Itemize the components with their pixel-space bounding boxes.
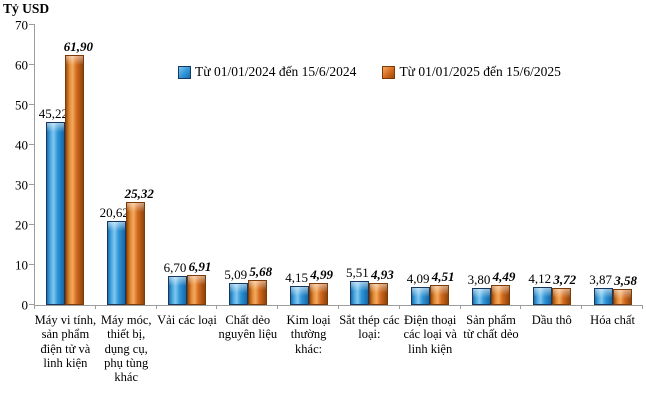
plot-area: 0 10 20 30 40 50 60 70 45,22 61,90 Máy vi tính, s… xyxy=(15,19,643,384)
value-label-2025: 3,72 xyxy=(553,272,577,288)
bar-2025 xyxy=(551,288,571,305)
value-label-2025: 5,68 xyxy=(249,264,273,280)
bar-2024 xyxy=(593,287,613,305)
bar-group: 3,80 4,49 Sản phẩm từ chất dẻo xyxy=(461,25,522,341)
bar-group: 20,62 25,32 Máy móc, thiết bị, dụng cụ, ph… xyxy=(96,25,157,384)
value-label-2025: 4,51 xyxy=(431,268,455,284)
bar-2024 xyxy=(228,282,248,305)
bar-2024 xyxy=(471,287,491,305)
legend-marker-2025-icon xyxy=(382,65,396,79)
value-label-2024: 5,09 xyxy=(224,266,248,282)
value-label-2024: 3,87 xyxy=(589,271,612,287)
y-axis-tick xyxy=(29,264,35,265)
category-label: Máy vi tính, sản phẩm điện tử và linh ki… xyxy=(34,313,97,370)
y-axis-tick xyxy=(29,184,35,185)
value-label-2024: 3,80 xyxy=(467,271,491,287)
y-axis-tick-label: 50 xyxy=(15,97,28,113)
legend-item-2024: Từ 01/01/2024 đến 15/6/2024 xyxy=(178,64,356,80)
category-label: Sắt thép các loại: xyxy=(339,313,400,342)
bar-2024 xyxy=(532,286,552,305)
y-axis-tick xyxy=(29,144,35,145)
bar-group: 4,15 4,99 Kim loại thường khác: xyxy=(278,25,339,355)
bar-2024 xyxy=(411,286,431,305)
value-label-2025: 4,93 xyxy=(371,267,394,283)
bar-2024 xyxy=(289,286,309,305)
bar-group: 45,22 61,90 Máy vi tính, sản phẩm điện tử … xyxy=(35,25,96,369)
y-axis-tick-label: 30 xyxy=(15,177,28,193)
legend-label-2025: Từ 01/01/2025 đến 15/6/2025 xyxy=(399,64,561,79)
bar-2025 xyxy=(612,288,632,305)
value-label-2025: 61,90 xyxy=(63,39,94,55)
y-axis-tick-label: 20 xyxy=(15,217,28,233)
value-label-2025: 4,49 xyxy=(492,269,516,285)
legend-item-2025: Từ 01/01/2025 đến 15/6/2025 xyxy=(382,64,561,80)
bar-2025 xyxy=(308,283,328,305)
value-label-2024: 4,12 xyxy=(528,270,552,286)
value-label-2024: 4,09 xyxy=(406,270,430,286)
y-axis-tick xyxy=(29,224,35,225)
category-label: Máy móc, thiết bị, dụng cụ, phụ tùng khá… xyxy=(100,313,152,384)
category-label: Hóa chất xyxy=(590,313,635,327)
category-label: Kim loại thường khác: xyxy=(286,313,331,356)
category-label: Chất dẻo nguyên liệu xyxy=(218,313,278,342)
category-label: Vải các loại xyxy=(157,313,217,327)
bar-2024 xyxy=(168,276,187,305)
x-axis-tick xyxy=(216,305,218,309)
y-axis: 0 10 20 30 40 50 60 70 xyxy=(15,19,643,312)
x-axis-tick xyxy=(94,305,96,309)
x-axis-tick xyxy=(277,305,279,309)
value-label-2025: 6,91 xyxy=(188,259,212,275)
bar-groups: 45,22 61,90 Máy vi tính, sản phẩm điện tử … xyxy=(35,25,643,384)
y-axis-tick xyxy=(29,104,35,105)
bar-group: 3,87 3,58 Hóa chất xyxy=(582,25,643,327)
x-axis-tick xyxy=(398,305,400,309)
value-label-2024: 20,62 xyxy=(99,204,129,220)
bar-2025 xyxy=(369,283,389,305)
value-label-2025: 3,58 xyxy=(614,272,637,288)
bar-2025 xyxy=(65,55,85,305)
value-label-2024: 4,15 xyxy=(285,270,308,286)
y-axis-tick-label: 40 xyxy=(15,137,28,153)
legend-marker-2024-icon xyxy=(178,65,191,79)
bar-2024 xyxy=(107,220,127,305)
y-axis-tick-label: 70 xyxy=(15,17,28,33)
bar-2024 xyxy=(46,122,66,305)
bar-2025 xyxy=(430,284,450,305)
x-axis-tick xyxy=(338,305,339,309)
x-axis-tick xyxy=(155,305,157,309)
y-axis-tick-label: 0 xyxy=(21,297,29,313)
value-label-2025: 25,32 xyxy=(124,185,154,201)
x-axis-tick xyxy=(642,305,643,309)
y-axis-tick-label: 10 xyxy=(15,257,28,273)
bar-2025 xyxy=(490,285,510,305)
value-label-2024: 6,70 xyxy=(163,260,187,276)
bar-group: 6,70 6,91 Vải các loại xyxy=(157,25,218,327)
y-axis-tick xyxy=(29,64,35,65)
bar-2025 xyxy=(247,280,267,305)
y-axis-unit-label: Tỷ USD xyxy=(3,1,50,16)
value-label-2024: 5,51 xyxy=(346,264,369,280)
bar-2025 xyxy=(186,275,206,305)
bar-group: 4,12 3,72 Dầu thô xyxy=(521,25,582,327)
x-axis-tick xyxy=(34,305,35,309)
x-axis-tick xyxy=(520,305,522,309)
y-axis-tick-label: 60 xyxy=(15,57,28,73)
bar-group: 5,09 5,68 Chất dẻo nguyên liệu xyxy=(217,25,278,341)
category-label: Dầu thô xyxy=(531,313,572,327)
y-axis-tick xyxy=(29,24,35,25)
value-label-2024: 45,22 xyxy=(38,106,69,122)
bar-2024 xyxy=(350,280,370,305)
legend: Từ 01/01/2024 đến 15/6/2024 Từ 01/01/202… xyxy=(178,64,561,80)
bar-2025 xyxy=(126,201,146,305)
bar-group: 5,51 4,93 Sắt thép các loại: xyxy=(339,25,400,341)
x-axis-tick xyxy=(581,305,583,309)
value-label-2025: 4,99 xyxy=(310,267,333,283)
y-axis-tick xyxy=(29,304,35,305)
bar-group: 4,09 4,51 Điện thoại các loại và linh kiện xyxy=(400,25,461,356)
x-axis-tick xyxy=(459,305,461,309)
category-label: Sản phẩm từ chất dẻo xyxy=(463,313,519,342)
legend-label-2024: Từ 01/01/2024 đến 15/6/2024 xyxy=(195,64,357,79)
category-label: Điện thoại các loại và linh kiện xyxy=(403,313,457,356)
